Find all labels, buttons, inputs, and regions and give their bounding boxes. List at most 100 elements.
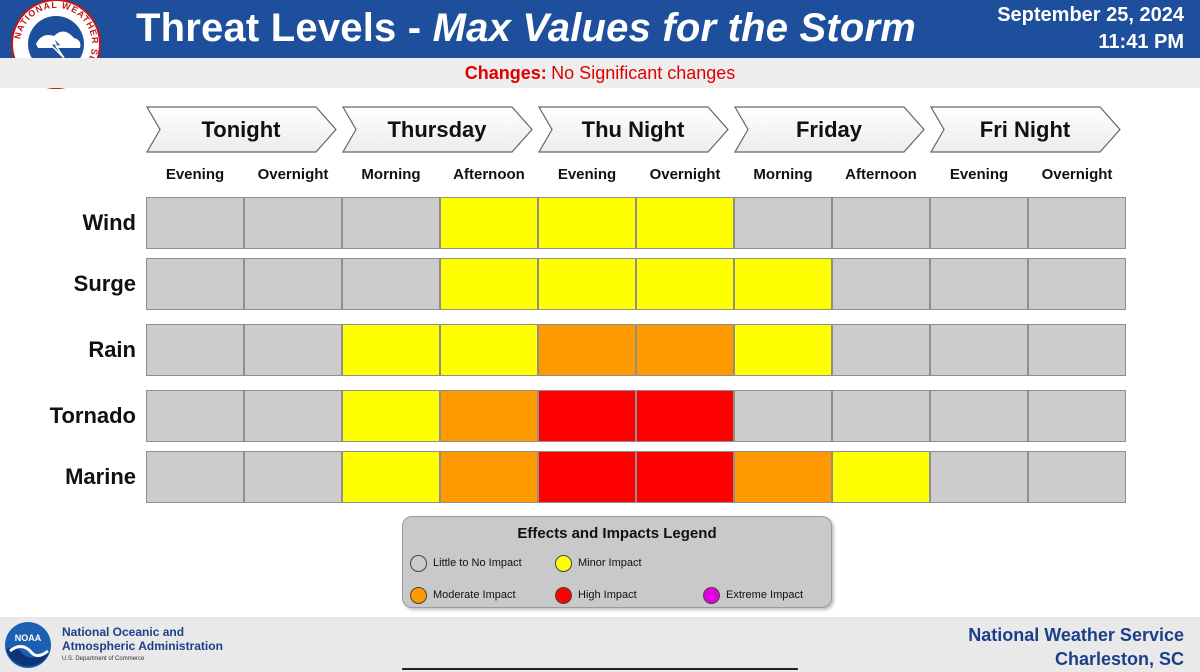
threat-cell-surge-8 [930,258,1028,310]
threat-cell-rain-3 [440,324,538,376]
threat-cell-wind-8 [930,197,1028,249]
legend-item-none: Little to No Impact [410,554,522,572]
threat-cell-marine-2 [342,451,440,503]
threat-cell-surge-1 [244,258,342,310]
threat-cell-wind-3 [440,197,538,249]
title-italic: Max Values for the Storm [432,6,917,50]
threat-cell-surge-5 [636,258,734,310]
legend-title: Effects and Impacts Legend [517,525,717,542]
threat-cell-surge-2 [342,258,440,310]
threat-cell-marine-1 [244,451,342,503]
threat-cell-wind-9 [1028,197,1126,249]
threat-cell-rain-0 [146,324,244,376]
threat-cell-wind-1 [244,197,342,249]
threat-cell-wind-4 [538,197,636,249]
threat-cell-tornado-0 [146,390,244,442]
day-label: Friday [795,117,863,142]
threat-cell-marine-7 [832,451,930,503]
threat-cell-tornado-9 [1028,390,1126,442]
nws-line1: National Weather Service [968,625,1184,645]
changes-text: No Significant changes [551,63,736,83]
changes-label: Changes: [464,63,547,83]
hazard-label-rain: Rain [88,337,136,362]
noaa-line1: National Oceanic and [62,625,185,639]
day-label: Fri Night [979,117,1071,142]
threat-cell-rain-4 [538,324,636,376]
threat-cell-marine-6 [734,451,832,503]
period-label: Afternoon [845,166,917,183]
threat-cell-surge-7 [832,258,930,310]
threat-cell-tornado-5 [636,390,734,442]
legend-item-high: High Impact [555,586,637,604]
threat-cell-tornado-2 [342,390,440,442]
day-header-4: Fri Night [930,106,1122,153]
period-label: Evening [165,166,225,183]
nws-line2: Charleston, SC [1054,649,1184,669]
period-label: Afternoon [453,166,525,183]
changes-bar: Changes: No Significant changes [0,58,1200,88]
period-label: Evening [557,166,617,183]
threat-cell-tornado-7 [832,390,930,442]
day-header-0: Tonight [146,106,338,153]
threat-cell-wind-5 [636,197,734,249]
bottom-divider [402,668,798,670]
legend-label-minor: Minor Impact [578,557,642,569]
day-label: Thursday [387,117,487,142]
threat-cell-tornado-1 [244,390,342,442]
threat-cell-surge-0 [146,258,244,310]
legend-dot-high [555,586,572,604]
threat-cell-tornado-3 [440,390,538,442]
threat-cell-tornado-8 [930,390,1028,442]
day-label: Thu Night [581,117,685,142]
legend-label-moderate: Moderate Impact [433,589,516,601]
period-label: Overnight [257,166,329,183]
threat-cell-wind-6 [734,197,832,249]
legend-dot-extreme [703,586,720,604]
hazard-label-marine: Marine [65,464,136,489]
legend-label-extreme: Extreme Impact [726,589,804,601]
hazard-label-tornado: Tornado [49,403,136,428]
legend-dot-moderate [410,586,427,604]
noaa-dept: U.S. Department of Commerce [62,656,145,662]
day-header-2: Thu Night [538,106,730,153]
impacts-legend: Effects and Impacts Legend Little to No … [402,516,832,608]
threat-cell-tornado-4 [538,390,636,442]
threat-cell-surge-9 [1028,258,1126,310]
legend-item-minor: Minor Impact [555,554,642,572]
threat-cell-tornado-6 [734,390,832,442]
day-header-3: Friday [734,106,926,153]
page-title: Threat Levels - Max Values for the Storm [136,6,916,51]
noaa-logo-text: NOAA [15,633,42,643]
footer-bar: NOAA National Oceanic and Atmospheric Ad… [0,617,1200,672]
threat-cell-marine-4 [538,451,636,503]
day-label: Tonight [201,117,281,142]
issue-datetime: September 25, 2024 11:41 PM [997,2,1184,56]
threat-cell-surge-4 [538,258,636,310]
legend-label-none: Little to No Impact [433,557,522,569]
period-label: Morning [753,166,813,183]
threat-cell-rain-5 [636,324,734,376]
threat-cell-wind-2 [342,197,440,249]
threat-cell-marine-9 [1028,451,1126,503]
threat-cell-surge-6 [734,258,832,310]
threat-cell-marine-0 [146,451,244,503]
title-plain: Threat Levels - [136,6,433,50]
legend-item-extreme: Extreme Impact [703,586,803,604]
issue-date: September 25, 2024 [997,4,1184,26]
period-label: Overnight [649,166,721,183]
legend-item-moderate: Moderate Impact [410,586,516,604]
period-label: Morning [361,166,421,183]
hazard-label-wind: Wind [82,210,136,235]
threat-cell-rain-6 [734,324,832,376]
period-label: Overnight [1041,166,1113,183]
legend-dot-minor [555,554,572,572]
noaa-name: National Oceanic and Atmospheric Adminis… [62,625,223,653]
legend-dot-none [410,554,427,572]
header-bar: Threat Levels - Max Values for the Storm… [0,0,1200,58]
legend-label-high: High Impact [578,589,637,601]
nws-office: National Weather Service Charleston, SC [968,623,1184,671]
noaa-logo-icon: NOAA [5,622,51,668]
threat-cell-rain-7 [832,324,930,376]
issue-time: 11:41 PM [1098,31,1184,53]
threat-cell-wind-0 [146,197,244,249]
